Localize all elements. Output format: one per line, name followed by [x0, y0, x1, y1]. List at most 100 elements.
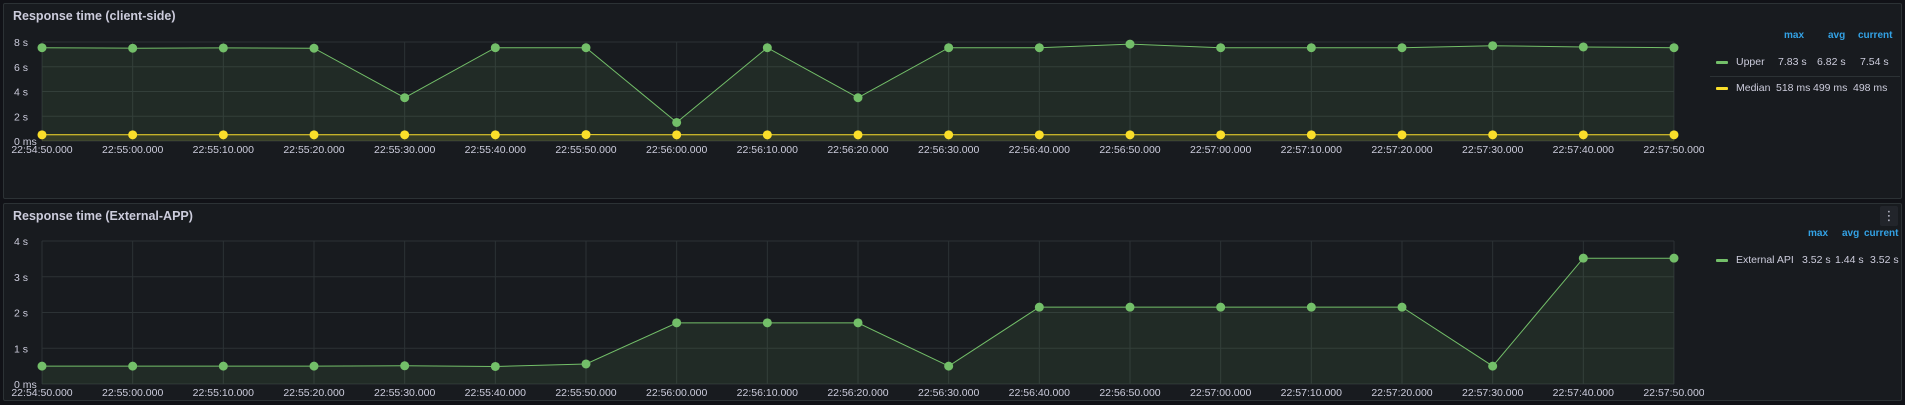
legend-series-name[interactable]: External API — [1736, 254, 1794, 266]
data-point — [309, 43, 319, 53]
x-tick-label: 22:54:50.000 — [11, 387, 72, 399]
data-point — [309, 130, 319, 140]
y-tick-label: 1 s — [14, 343, 28, 355]
legend-header: max avg current — [1710, 30, 1900, 48]
legend-header-current[interactable]: current — [1864, 228, 1899, 239]
data-point — [672, 117, 682, 127]
panel-client-side[interactable]: Response time (client-side) 0 ms 2 s 4 s 6 … — [3, 3, 1902, 199]
x-tick-label: 22:55:00.000 — [102, 144, 163, 156]
legend-header-max[interactable]: max — [1808, 228, 1829, 239]
data-point — [309, 361, 319, 371]
data-point — [1578, 253, 1588, 263]
data-point — [1306, 43, 1316, 53]
data-point — [1397, 43, 1407, 53]
legend-swatch-external-api[interactable] — [1716, 259, 1728, 262]
x-tick-label: 22:56:50.000 — [1099, 387, 1160, 399]
data-point — [581, 130, 591, 140]
data-point — [944, 361, 954, 371]
data-point — [762, 318, 772, 328]
x-tick-label: 22:57:20.000 — [1371, 144, 1432, 156]
data-point — [1669, 253, 1679, 263]
data-point — [128, 43, 138, 53]
data-point — [1216, 43, 1226, 53]
legend-header-current[interactable]: current — [1858, 30, 1893, 41]
data-point — [1488, 361, 1498, 371]
data-point — [853, 130, 863, 140]
y-tick-label: 4 s — [14, 87, 28, 99]
series-area-upper — [42, 44, 1674, 141]
x-tick-label: 22:55:00.000 — [102, 387, 163, 399]
legend-row-upper[interactable]: Upper 7.83 s 6.82 s 7.54 s — [1710, 51, 1900, 73]
x-tick-label: 22:55:40.000 — [465, 144, 526, 156]
x-tick-label: 22:54:50.000 — [11, 144, 72, 156]
data-point — [1216, 130, 1226, 140]
data-point — [944, 130, 954, 140]
legend-header-max[interactable]: max — [1784, 30, 1805, 41]
data-point — [1397, 302, 1407, 312]
x-tick-label: 22:57:30.000 — [1462, 144, 1523, 156]
y-tick-label: 4 s — [14, 236, 28, 248]
x-tick-label: 22:55:20.000 — [283, 387, 344, 399]
x-tick-label: 22:55:50.000 — [555, 387, 616, 399]
legend-swatch-upper[interactable] — [1716, 61, 1728, 64]
panel-menu-button[interactable]: ⋮ — [1880, 206, 1898, 226]
data-point — [1034, 43, 1044, 53]
x-tick-label: 22:57:10.000 — [1281, 387, 1342, 399]
data-point — [1125, 302, 1135, 312]
x-tick-label: 22:57:40.000 — [1553, 144, 1614, 156]
x-tick-label: 22:56:50.000 — [1099, 144, 1160, 156]
x-tick-label: 22:57:40.000 — [1553, 387, 1614, 399]
legend: max avg current External API 3.52 s 1.44… — [1710, 228, 1900, 271]
chart-external-app: 0 ms 1 s 2 s 3 s 4 s 22:54:50.000 22:55:00.000… — [11, 236, 1704, 399]
data-point — [853, 93, 863, 103]
y-tick-label: 3 s — [14, 272, 28, 284]
panel-title[interactable]: Response time (External-APP) — [13, 209, 193, 223]
legend-header-avg[interactable]: avg — [1828, 30, 1846, 41]
legend-row-external-api[interactable]: External API 3.52 s 1.44 s 3.52 s — [1710, 249, 1900, 271]
data-point — [1669, 130, 1679, 140]
legend-row-median[interactable]: Median 518 ms 499 ms 498 ms — [1710, 76, 1900, 99]
legend-header: max avg current — [1710, 228, 1900, 246]
panel-title[interactable]: Response time (client-side) — [13, 9, 176, 23]
panel-external-app[interactable]: Response time (External-APP) ⋮ 0 ms 1 s 2 … — [3, 203, 1902, 401]
legend: max avg current Upper 7.83 s 6.82 s 7.54… — [1710, 30, 1900, 99]
y-tick-label: 0 ms — [14, 379, 37, 391]
data-point — [1578, 42, 1588, 52]
data-point — [762, 43, 772, 53]
legend-current-value: 498 ms — [1853, 82, 1888, 94]
x-tick-label: 22:56:10.000 — [737, 144, 798, 156]
legend-series-name[interactable]: Median — [1736, 82, 1771, 94]
data-point — [490, 361, 500, 371]
data-point — [218, 361, 228, 371]
y-tick-label: 2 s — [14, 111, 28, 123]
data-point — [37, 43, 47, 53]
series-area-external-api — [42, 258, 1674, 384]
data-point — [1034, 130, 1044, 140]
y-tick-label: 2 s — [14, 308, 28, 320]
data-point — [581, 359, 591, 369]
data-point — [944, 43, 954, 53]
data-point — [1125, 39, 1135, 49]
x-tick-label: 22:57:50.000 — [1643, 387, 1704, 399]
x-tick-label: 22:55:30.000 — [374, 144, 435, 156]
x-tick-label: 22:55:10.000 — [193, 387, 254, 399]
legend-header-avg[interactable]: avg — [1842, 228, 1860, 239]
x-tick-label: 22:56:00.000 — [646, 387, 707, 399]
x-tick-label: 22:57:20.000 — [1371, 387, 1432, 399]
legend-series-name[interactable]: Upper — [1736, 56, 1765, 68]
legend-max-value: 518 ms — [1776, 82, 1811, 94]
data-point — [762, 130, 772, 140]
data-point — [490, 43, 500, 53]
data-point — [672, 318, 682, 328]
vertical-ellipsis-icon: ⋮ — [1882, 208, 1896, 223]
x-tick-label: 22:57:30.000 — [1462, 387, 1523, 399]
legend-swatch-median[interactable] — [1716, 87, 1728, 90]
x-tick-label: 22:56:20.000 — [827, 387, 888, 399]
data-point — [1306, 302, 1316, 312]
y-tick-label: 6 s — [14, 62, 28, 74]
data-point — [1034, 302, 1044, 312]
x-tick-label: 22:57:10.000 — [1281, 144, 1342, 156]
data-point — [400, 93, 410, 103]
data-point — [581, 43, 591, 53]
legend-avg-value: 1.44 s — [1835, 254, 1864, 266]
